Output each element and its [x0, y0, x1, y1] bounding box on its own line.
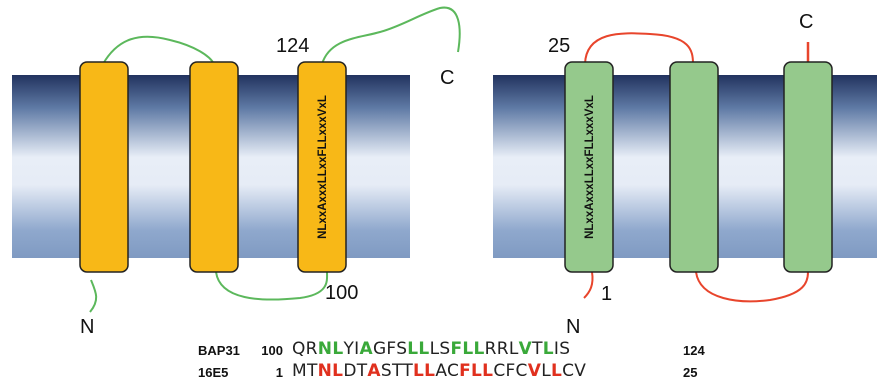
alignment-row-16e5: 16E5 1 MTNLDTASTTLLACFLLCFCVLLCV 25 — [0, 361, 888, 382]
seq-end: 25 — [683, 365, 698, 380]
right-label-25: 25 — [548, 35, 570, 57]
residue-highlight: FLL — [450, 339, 485, 359]
right-helix-1 — [564, 61, 614, 273]
residue-highlight: V — [527, 361, 542, 381]
residue-highlight: A — [367, 361, 381, 381]
seq-name: BAP31 — [198, 343, 240, 358]
residue-highlight: NL — [317, 339, 344, 359]
seq-name: 16E5 — [198, 365, 229, 380]
left-helix-3 — [297, 61, 347, 273]
right-helix-2 — [669, 61, 719, 273]
right-helix-3 — [783, 61, 833, 273]
left-n-terminal-loop — [89, 279, 98, 313]
left-label-100: 100 — [325, 282, 358, 304]
residue-highlight: A — [359, 339, 373, 359]
residue-plain: T — [532, 339, 543, 359]
residue-highlight: L — [550, 361, 563, 381]
residue-plain: MT — [292, 361, 318, 381]
left-helix-1 — [79, 61, 129, 273]
right-n-terminal-loop — [583, 271, 594, 299]
residue-plain: L — [541, 361, 551, 381]
seq-start: 100 — [261, 343, 283, 358]
right-label-c: C — [799, 11, 813, 33]
residue-plain: AC — [435, 361, 460, 381]
residue-highlight: LL — [407, 339, 430, 359]
residue-highlight: FLL — [459, 361, 494, 381]
residue-plain: GFS — [372, 339, 408, 359]
seq-end: 124 — [683, 343, 705, 358]
left-loop-1-2 — [102, 35, 215, 65]
residue-plain: CV — [562, 361, 587, 381]
residue-highlight: NL — [317, 361, 344, 381]
right-loop-1-2 — [584, 32, 694, 65]
residue-plain: IS — [553, 339, 571, 359]
residue-highlight: L — [542, 339, 554, 359]
left-label-c: C — [440, 67, 454, 89]
residue-plain: STT — [380, 361, 414, 381]
left-loop-2-3 — [215, 271, 329, 301]
left-label-n: N — [80, 316, 94, 338]
seq-start: 1 — [275, 365, 283, 380]
right-label-1: 1 — [601, 283, 612, 305]
right-label-n: N — [566, 316, 580, 338]
residue-plain: YI — [343, 339, 360, 359]
right-loop-2-3 — [695, 271, 809, 303]
residue-plain: QR — [292, 339, 318, 359]
alignment-row-bap31: BAP31 100 QRNLYIAGFSLLLSFLLRRLVTLIS 124 — [0, 339, 888, 360]
left-helix-motif: NLxxAxxxLLxxFLLxxxVxL — [317, 95, 329, 239]
residue-plain: RRL — [484, 339, 519, 359]
left-label-124: 124 — [276, 35, 309, 57]
residue-plain: CFC — [493, 361, 528, 381]
seq-residues: QRNLYIAGFSLLLSFLLRRLVTLIS — [292, 339, 570, 359]
seq-residues: MTNLDTASTTLLACFLLCFCVLLCV — [292, 361, 586, 381]
left-c-terminal-loop — [321, 6, 461, 65]
residue-highlight: LL — [413, 361, 436, 381]
residue-highlight: V — [518, 339, 533, 359]
left-helix-2 — [189, 61, 239, 273]
right-helix-motif: NLxxAxxxLLxxFLLxxxVxL — [584, 95, 596, 239]
residue-plain: DT — [343, 361, 368, 381]
residue-plain: LS — [429, 339, 451, 359]
